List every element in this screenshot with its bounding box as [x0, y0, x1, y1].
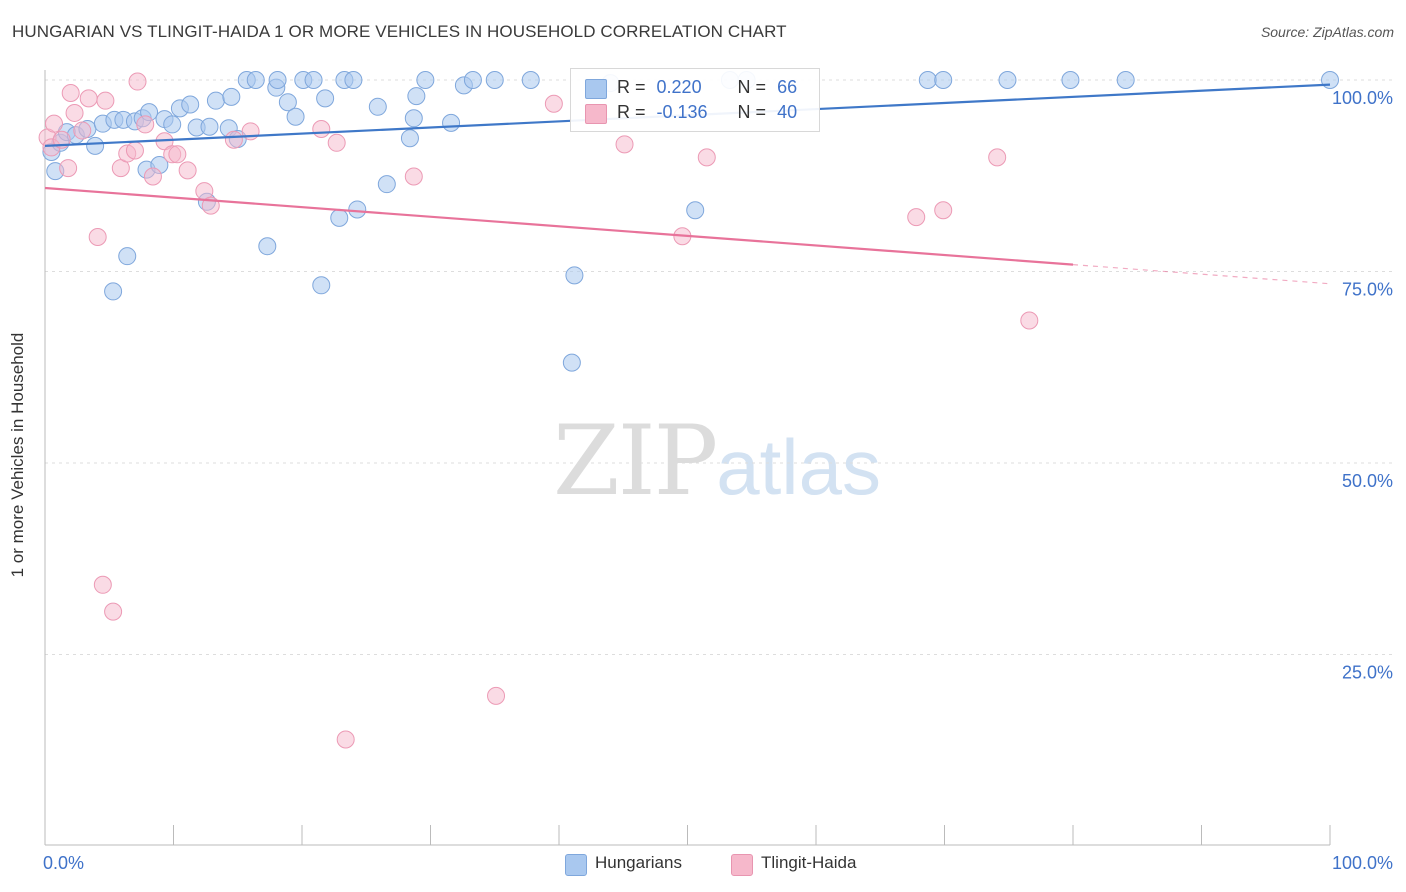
hungarians-point	[258, 237, 277, 256]
hungarians-point	[463, 71, 482, 89]
legend-label: Tlingit-Haida	[761, 853, 857, 872]
tlingit-haida-point	[44, 114, 63, 133]
hungarians-point	[163, 115, 182, 134]
hungarians-point	[344, 71, 363, 89]
r-value: 0.220	[656, 77, 702, 97]
hungarians-swatch	[585, 79, 607, 99]
x-tick-label: 0.0%	[43, 853, 84, 873]
n-label: N =	[737, 102, 767, 122]
tlingit-haida-point	[988, 148, 1007, 167]
hungarians-point	[200, 117, 219, 136]
hungarians-point	[1116, 71, 1135, 89]
legend: Hungarians Tlingit-Haida	[0, 852, 1406, 876]
tlingit-haida-point	[104, 602, 123, 621]
hungarians-point	[686, 201, 705, 220]
hungarians-point	[442, 113, 461, 132]
legend-label: Hungarians	[595, 853, 682, 872]
hungarians-point	[400, 129, 419, 148]
hungarians-point	[918, 71, 937, 89]
n-value: 40	[777, 102, 798, 122]
hungarians-point	[312, 276, 331, 295]
hungarians-point	[404, 109, 423, 128]
hungarians-point	[304, 71, 323, 89]
r-value: -0.136	[656, 102, 708, 122]
chart-title: HUNGARIAN VS TLINGIT-HAIDA 1 OR MORE VEH…	[12, 22, 787, 41]
hungarians-point	[246, 71, 265, 89]
tlingit-haida-point	[487, 686, 506, 705]
tlingit-haida-point	[697, 148, 716, 167]
y-axis-label: 1 or more Vehicles in Household	[8, 332, 27, 578]
r-label: R =	[617, 77, 646, 97]
tlingit-haida-point	[1020, 311, 1039, 330]
tlingit-haida-point	[65, 103, 84, 122]
tlingit-haida-point	[88, 228, 107, 247]
x-tick-label: 100.0%	[1332, 853, 1393, 873]
hungarians-point	[368, 97, 387, 116]
tlingit-haida-point	[61, 84, 80, 103]
hungarians-point	[565, 266, 584, 285]
tlingit-haida-trend-line-extension	[1072, 264, 1331, 285]
y-tick-label: 50.0%	[1342, 471, 1393, 491]
hungarians-point	[1061, 71, 1080, 89]
tlingit-haida-point	[178, 161, 197, 180]
hungarians-point	[286, 107, 305, 126]
source-label: Source: ZipAtlas.com	[1260, 24, 1394, 40]
hungarians-point	[521, 71, 540, 89]
watermark-atlas: atlas	[716, 423, 881, 511]
tlingit-haida-legend-swatch	[731, 854, 753, 876]
hungarians-point	[934, 71, 953, 89]
hungarians-point	[407, 87, 426, 106]
tlingit-haida-trend-line	[44, 186, 1074, 266]
hungarians-point	[316, 89, 335, 108]
hungarians-point	[86, 136, 105, 155]
tlingit-haida-swatch	[585, 104, 607, 124]
hungarians-point	[330, 208, 349, 227]
watermark-zip: ZIP	[553, 405, 718, 517]
y-tick-label: 100.0%	[1332, 88, 1393, 108]
n-value: 66	[777, 77, 798, 97]
hungarians-point	[181, 95, 200, 114]
tlingit-haida-point	[615, 135, 634, 154]
r-label: R =	[617, 102, 646, 122]
hungarians-point	[118, 247, 137, 266]
hungarians-point	[377, 175, 396, 194]
tlingit-haida-point	[934, 201, 953, 220]
tlingit-haida-point	[312, 120, 331, 139]
tlingit-haida-point	[128, 72, 147, 91]
hungarians-legend-swatch	[565, 854, 587, 876]
tlingit-haida-point	[59, 159, 78, 178]
hungarians-point	[104, 282, 123, 301]
hungarians-point	[206, 91, 225, 110]
hungarians-point	[485, 71, 504, 89]
tlingit-haida-point	[125, 141, 144, 160]
watermark: ZIPatlas	[553, 405, 881, 517]
tlingit-haida-point	[168, 145, 187, 164]
hungarians-point	[348, 200, 367, 219]
hungarians-point	[416, 71, 435, 89]
tlingit-haida-point	[224, 130, 243, 149]
tlingit-haida-point	[73, 121, 92, 140]
tlingit-haida-point	[404, 167, 423, 186]
tlingit-haida-point	[96, 91, 115, 110]
hungarians-point	[998, 71, 1017, 89]
hungarians-point	[562, 353, 581, 372]
tlingit-haida-point	[327, 133, 346, 152]
tlingit-haida-point	[336, 730, 355, 749]
n-label: N =	[737, 77, 767, 97]
tlingit-haida-point	[143, 167, 162, 186]
stats-box: R = 0.220 N = 66 R = -0.136 N = 40	[570, 68, 820, 132]
y-tick-label: 25.0%	[1342, 663, 1393, 683]
tlingit-haida-point	[93, 575, 112, 594]
tlingit-haida-point	[544, 94, 563, 113]
y-tick-label: 75.0%	[1342, 280, 1393, 300]
tlingit-haida-point	[79, 89, 98, 108]
tlingit-haida-point	[907, 208, 926, 227]
hungarians-point	[222, 87, 241, 106]
hungarians-point	[268, 71, 287, 89]
hungarians-point	[278, 93, 297, 112]
tlingit-haida-point	[136, 115, 155, 134]
